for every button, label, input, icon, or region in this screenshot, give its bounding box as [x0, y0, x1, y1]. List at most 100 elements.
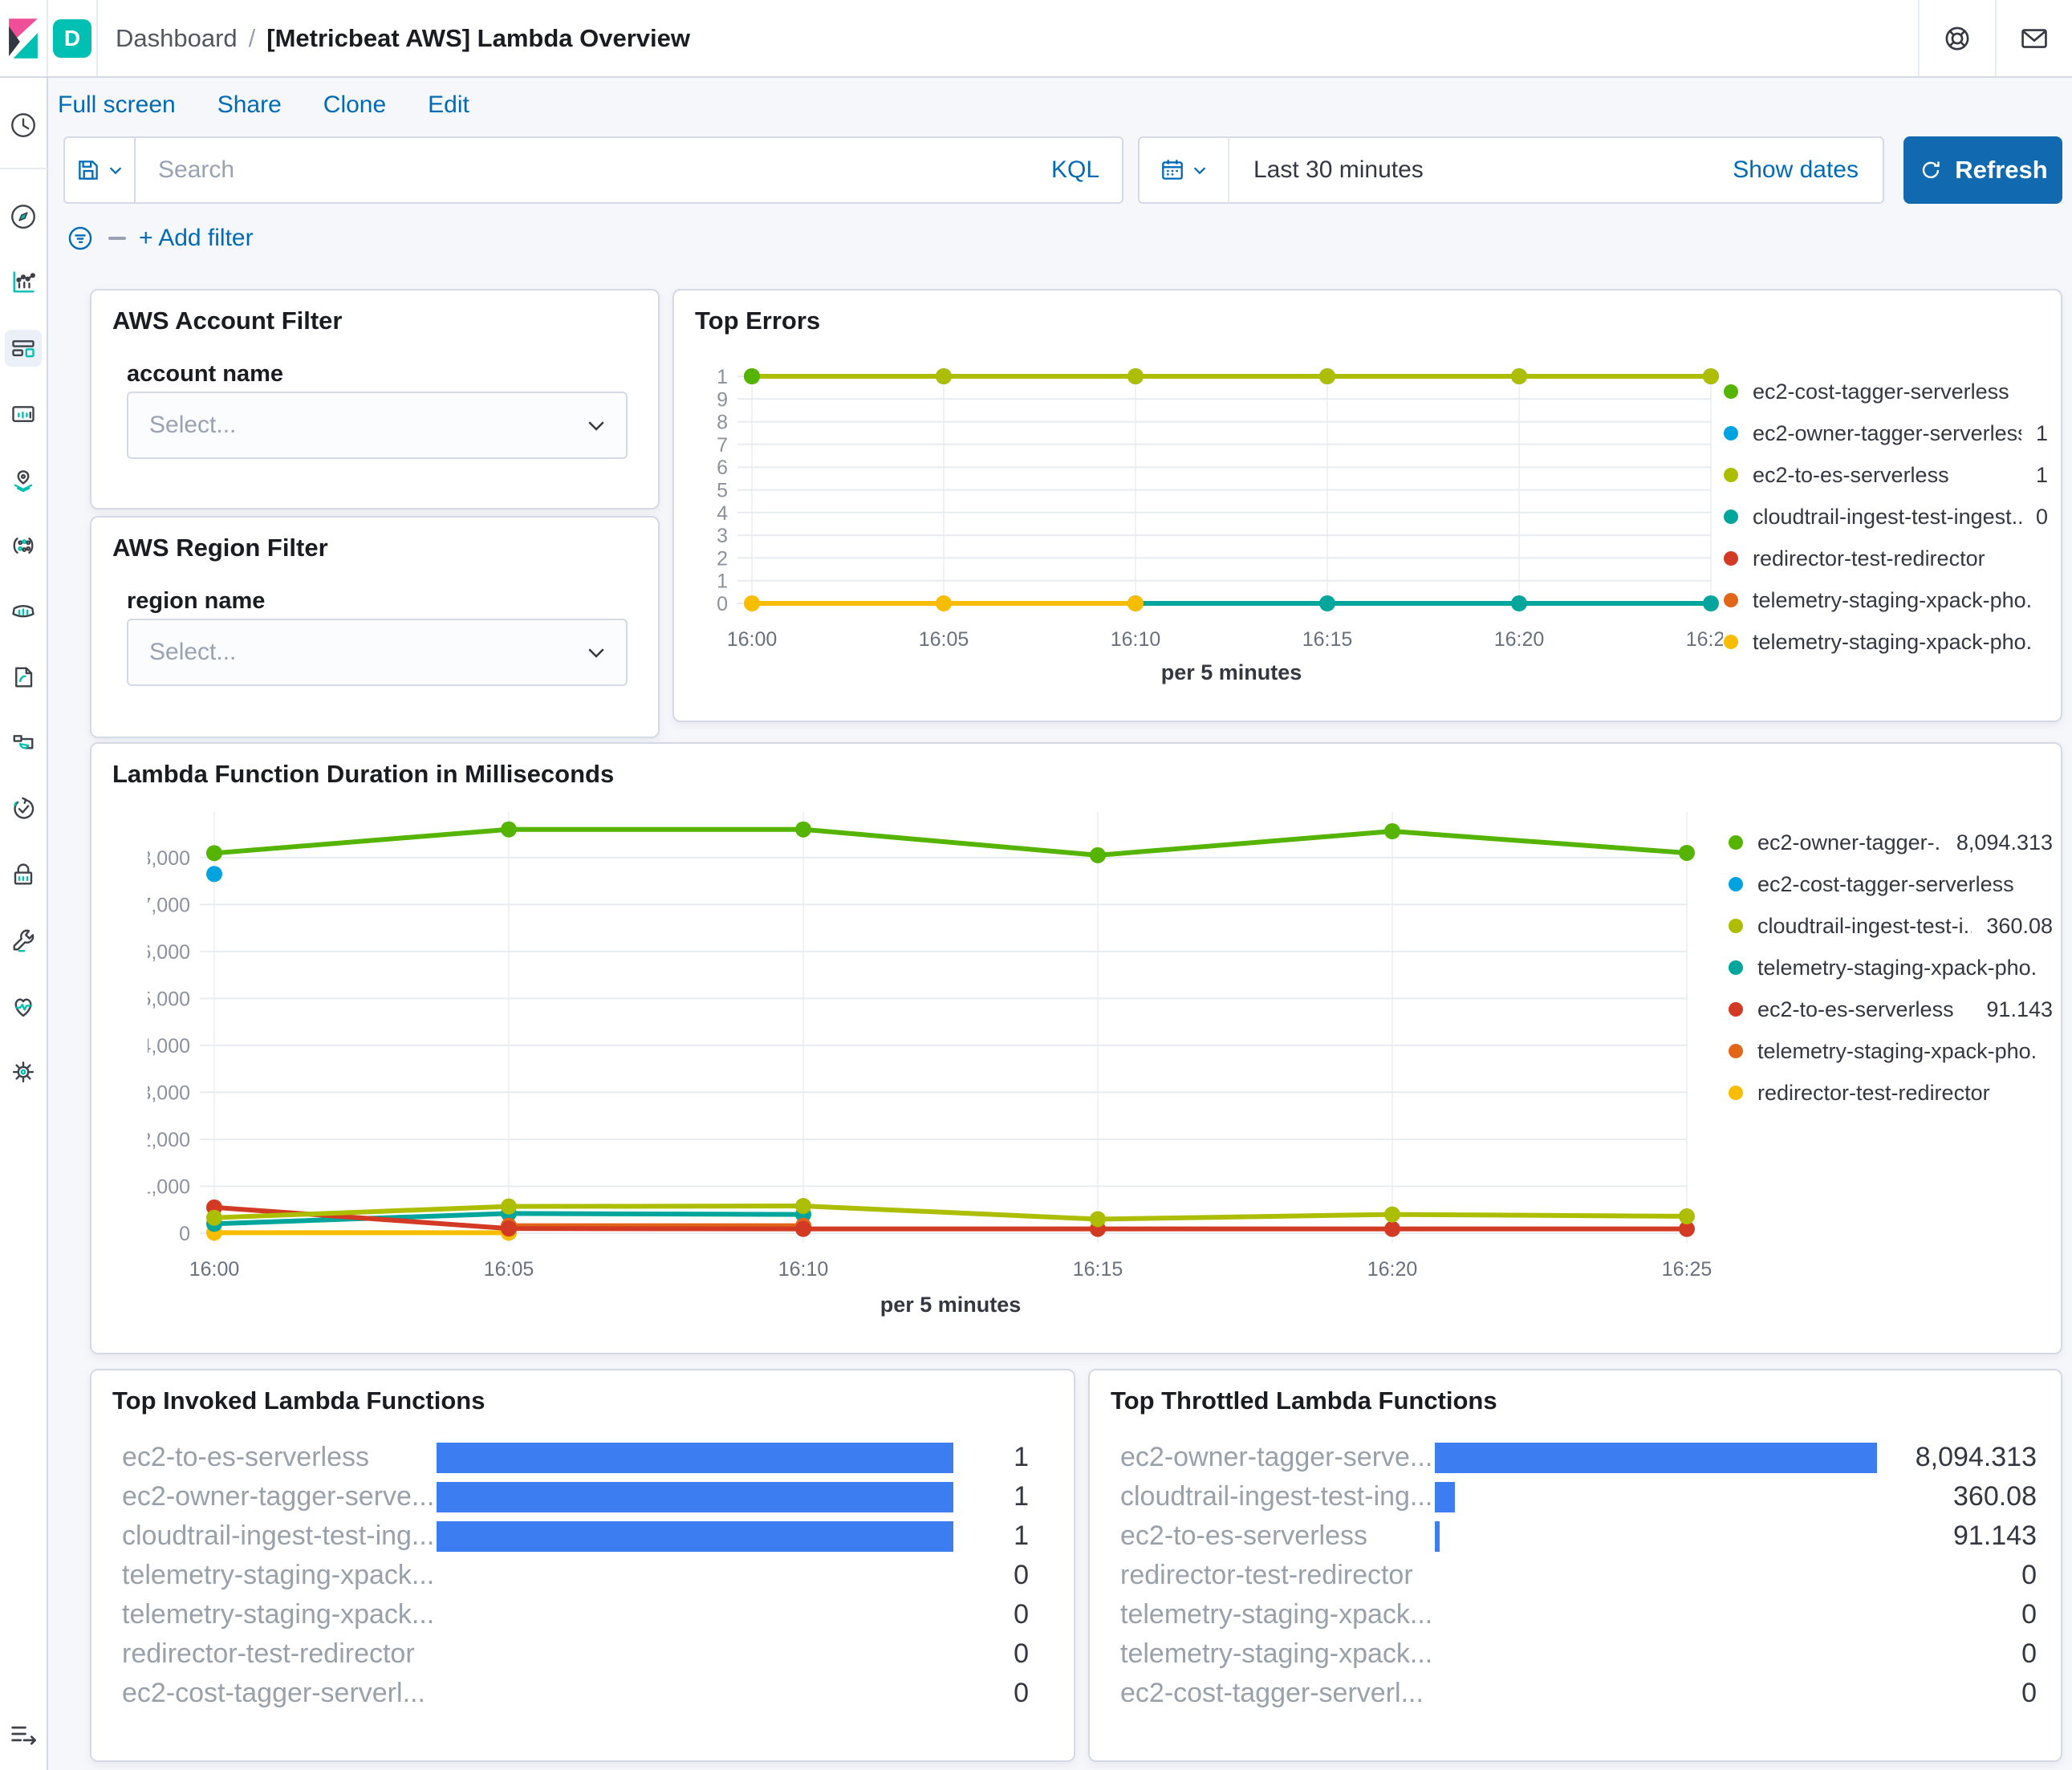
sidebar-item-logs[interactable]: [5, 659, 42, 696]
account-name-select[interactable]: Select...: [127, 392, 628, 459]
refresh-button-label: Refresh: [1955, 156, 2048, 184]
sidebar-item-stack-monitoring[interactable]: [5, 988, 42, 1025]
legend-item[interactable]: telemetry-staging-xpack-pho...: [1724, 579, 2048, 621]
sidebar-item-discover[interactable]: [5, 198, 42, 235]
region-name-select[interactable]: Select...: [127, 619, 628, 686]
bar-track: [437, 1600, 953, 1630]
region-name-label: region name: [127, 588, 266, 614]
legend-dot-icon: [1729, 1086, 1743, 1100]
show-dates-button[interactable]: Show dates: [1733, 156, 1859, 183]
bar-track: [1435, 1442, 1877, 1473]
main-content: Full screen Share Clone Edit KQL: [48, 78, 2072, 1770]
sidebar-item-metrics[interactable]: [5, 593, 42, 630]
envelope-icon: [2021, 28, 2047, 48]
add-filter-button[interactable]: + Add filter: [139, 225, 254, 251]
legend-dot-icon: [1724, 635, 1738, 649]
sidebar-item-management[interactable]: [5, 1053, 42, 1090]
top-errors-legend: ec2-cost-tagger-serverless ec2-owner-tagg…: [1724, 371, 2048, 663]
top-errors-chart: 00.10.20.30.40.50.60.70.80.91 16:00 16:05 1…: [716, 366, 1723, 684]
help-button[interactable]: [1918, 0, 1995, 76]
legend-label: ec2-cost-tagger-serverless: [1757, 871, 2014, 896]
legend-item[interactable]: ec2-to-es-serverless 1: [1724, 454, 2048, 496]
sidebar-item-dashboard[interactable]: [5, 330, 42, 367]
legend-item[interactable]: cloudtrail-ingest-test-i... 360.08: [1729, 905, 2053, 947]
legend-item[interactable]: telemetry-staging-xpack-pho...: [1724, 621, 2048, 663]
legend-value: 91.143: [1986, 997, 2053, 1021]
breadcrumb-dashboard[interactable]: Dashboard: [116, 23, 238, 52]
sidebar-item-apm[interactable]: [5, 725, 42, 761]
bar-fill[interactable]: [437, 1442, 953, 1473]
bar-row-label: cloudtrail-ingest-test-ing...: [122, 1520, 435, 1551]
legend-item[interactable]: redirector-test-redirector: [1724, 538, 2048, 579]
search-input[interactable]: [136, 138, 1051, 202]
bar-track: [437, 1561, 953, 1591]
select-placeholder: Select...: [149, 639, 237, 665]
bar-row: ec2-cost-tagger-serverl... 0: [1090, 1674, 2061, 1713]
legend-item[interactable]: cloudtrail-ingest-test-ingest... 0: [1724, 496, 2048, 538]
legend-item[interactable]: ec2-owner-tagger-serverless 1: [1724, 412, 2048, 454]
bar-value: 0: [2021, 1638, 2037, 1669]
bar-fill[interactable]: [437, 1481, 953, 1512]
logs-icon: [15, 667, 33, 688]
refresh-button[interactable]: Refresh: [1903, 136, 2062, 204]
svg-text:0: 0: [179, 1223, 190, 1245]
legend-item[interactable]: ec2-owner-tagger-... 8,094.313: [1729, 822, 2053, 863]
chevron-down-icon: [588, 648, 604, 658]
legend-item[interactable]: telemetry-staging-xpack-pho...: [1729, 947, 2053, 989]
time-range-value[interactable]: Last 30 minutes: [1253, 156, 1424, 183]
bar-track: [1435, 1481, 1877, 1512]
saved-query-button[interactable]: [65, 138, 136, 202]
sidebar-collapse-button[interactable]: [6, 1715, 43, 1752]
sidebar-item-dev-tools[interactable]: [5, 922, 42, 959]
panel-title: AWS Account Filter: [112, 307, 343, 335]
menu-edit[interactable]: Edit: [428, 91, 469, 118]
sidebar-item-security[interactable]: [5, 856, 42, 893]
kibana-logo-container[interactable]: [0, 0, 48, 76]
legend-dot-icon: [1729, 1044, 1743, 1058]
bar-row: telemetry-staging-xpack... 0: [1090, 1634, 2061, 1674]
bar-fill[interactable]: [1435, 1442, 1877, 1473]
svg-text:16:15: 16:15: [1302, 628, 1353, 651]
select-placeholder: Select...: [149, 412, 237, 438]
bar-fill[interactable]: [1435, 1481, 1455, 1512]
kql-selector[interactable]: KQL: [1050, 156, 1099, 183]
bar-row: redirector-test-redirector 0: [91, 1634, 1074, 1674]
bar-row: ec2-cost-tagger-serverl... 0: [91, 1674, 1074, 1713]
menu-share[interactable]: Share: [217, 91, 282, 118]
date-quick-select-button[interactable]: [1140, 138, 1229, 202]
legend-item[interactable]: redirector-test-redirector: [1729, 1072, 2053, 1114]
legend-item[interactable]: ec2-cost-tagger-serverless: [1724, 371, 2048, 412]
panel-top-errors: Top Errors 00.10.20.30.40.50.60.70.80.91…: [672, 289, 2062, 722]
bar-fill[interactable]: [1435, 1520, 1440, 1552]
panel-title: Top Errors: [695, 307, 821, 335]
chevron-down-icon: [1193, 167, 1206, 175]
sidebar-item-uptime[interactable]: [5, 790, 42, 827]
menu-clone[interactable]: Clone: [323, 91, 387, 118]
bar-row: cloudtrail-ingest-test-ing... 360.08: [1090, 1477, 2061, 1516]
sidebar-item-recents[interactable]: [5, 107, 42, 144]
bar-track: [1435, 1561, 1877, 1591]
legend-item[interactable]: ec2-to-es-serverless 91.143: [1729, 989, 2053, 1030]
svg-text:0.6: 0.6: [716, 457, 728, 479]
sidebar-item-maps[interactable]: [5, 461, 42, 498]
refresh-icon: [1923, 161, 1940, 179]
legend-item[interactable]: ec2-cost-tagger-serverless: [1729, 863, 2053, 905]
mail-button[interactable]: [1995, 0, 2072, 76]
sidebar-item-canvas[interactable]: [5, 396, 42, 432]
legend-value: 8,094.313: [1956, 830, 2053, 855]
sidebar-item-visualize[interactable]: [5, 264, 42, 301]
bar-row-label: ec2-owner-tagger-serve...: [122, 1481, 435, 1512]
bar-row-label: ec2-to-es-serverless: [122, 1442, 369, 1472]
svg-text:16:25: 16:25: [1686, 628, 1723, 651]
bar-fill[interactable]: [437, 1520, 953, 1552]
legend-item[interactable]: telemetry-staging-xpack-pho...: [1729, 1030, 2053, 1072]
menu-full-screen[interactable]: Full screen: [58, 91, 176, 118]
filter-icon[interactable]: [65, 223, 95, 254]
bar-row-label: ec2-cost-tagger-serverl...: [122, 1678, 425, 1708]
legend-label: cloudtrail-ingest-test-ingest...: [1753, 504, 2021, 529]
dashboard-menu: Full screen Share Clone Edit: [58, 87, 469, 123]
sidebar-item-machine-learning[interactable]: [5, 527, 42, 564]
bar-row-label: cloudtrail-ingest-test-ing...: [1120, 1481, 1433, 1512]
dashboard-badge-container[interactable]: D: [48, 0, 98, 76]
